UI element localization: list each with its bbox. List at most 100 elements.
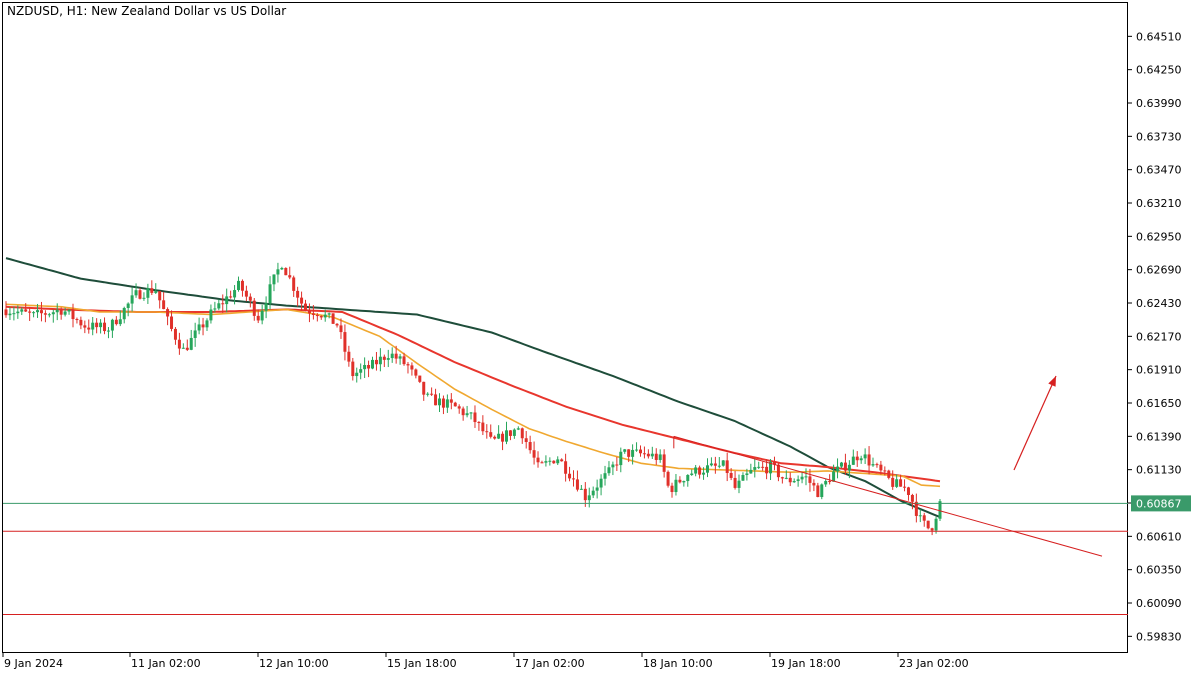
candle-body xyxy=(268,284,272,304)
candle-body xyxy=(528,442,532,451)
candle-body xyxy=(725,460,729,474)
candle-body xyxy=(280,267,284,270)
candle-body xyxy=(158,291,162,301)
candle-body xyxy=(63,311,67,315)
candle-body xyxy=(642,453,646,455)
candle-body xyxy=(729,473,733,478)
overlays xyxy=(3,375,1128,616)
candle-body xyxy=(859,458,863,461)
candle-body xyxy=(106,330,110,332)
candle-body xyxy=(784,477,788,479)
candle-body xyxy=(363,364,367,370)
candle-body xyxy=(607,467,611,474)
y-tick-label: 0.64510 xyxy=(1136,30,1182,43)
candle-body xyxy=(548,460,552,462)
candle-body xyxy=(323,314,327,318)
candle-body xyxy=(895,479,899,487)
candle-body xyxy=(331,313,335,324)
candle-body xyxy=(796,479,800,482)
candle-body xyxy=(87,327,91,330)
candle-body xyxy=(103,322,107,332)
candle-body xyxy=(769,461,773,474)
candle-body xyxy=(575,479,579,490)
candle-body xyxy=(339,325,343,333)
candle-body xyxy=(568,473,572,479)
candle-body xyxy=(556,459,560,464)
candle-body xyxy=(788,477,792,483)
candle-body xyxy=(122,307,126,320)
candle-body xyxy=(426,393,430,395)
candle-body xyxy=(564,461,568,474)
candle-body xyxy=(386,358,390,360)
candle-body xyxy=(737,480,741,488)
candle-body xyxy=(110,319,114,331)
candle-body xyxy=(292,277,296,291)
candle-body xyxy=(91,322,95,330)
candle-body xyxy=(887,470,891,478)
x-tick-label: 9 Jan 2024 xyxy=(4,657,63,670)
candle-body xyxy=(173,328,177,340)
candle-body xyxy=(79,319,83,326)
candle-body xyxy=(390,353,394,359)
y-tick-label: 0.60350 xyxy=(1136,564,1182,577)
candle-body xyxy=(780,477,784,479)
y-tick-label: 0.61130 xyxy=(1136,464,1182,477)
y-tick-label: 0.63210 xyxy=(1136,197,1182,210)
candle-body xyxy=(571,478,575,480)
candle-body xyxy=(304,303,308,311)
y-tick-label: 0.61650 xyxy=(1136,397,1182,410)
candle-body xyxy=(816,485,820,498)
candle-body xyxy=(154,291,158,293)
candle-body xyxy=(501,433,505,442)
candle-body xyxy=(493,436,497,439)
candle-body xyxy=(721,460,725,466)
candle-body xyxy=(197,324,201,331)
candle-body xyxy=(138,290,142,299)
candles xyxy=(4,262,942,536)
candle-body xyxy=(36,310,40,313)
candle-body xyxy=(367,364,371,369)
candle-body xyxy=(264,303,268,311)
candle-body xyxy=(434,394,438,406)
candle-body xyxy=(461,408,465,416)
y-tick-label: 0.60090 xyxy=(1136,597,1182,610)
candle-body xyxy=(579,488,583,490)
candle-body xyxy=(177,339,181,349)
candle-body xyxy=(753,467,757,470)
candle-body xyxy=(536,457,540,463)
candle-body xyxy=(414,369,418,376)
moving-average-line xyxy=(5,303,941,488)
candle-body xyxy=(114,319,118,325)
candle-body xyxy=(130,295,134,304)
y-tick-label: 0.64250 xyxy=(1136,64,1182,77)
candle-body xyxy=(441,398,445,408)
bullish-arrow-shaft[interactable] xyxy=(1013,375,1057,471)
candle-body xyxy=(678,479,682,483)
candle-body xyxy=(418,375,422,382)
moving-average-line xyxy=(5,257,941,519)
candle-body xyxy=(591,490,595,496)
candle-body xyxy=(327,313,331,315)
candle-body xyxy=(922,515,926,521)
candle-body xyxy=(276,269,280,275)
candle-body xyxy=(296,290,300,298)
candle-body xyxy=(583,488,587,501)
candle-body xyxy=(828,481,832,483)
candle-body xyxy=(615,464,619,466)
candle-body xyxy=(343,332,347,352)
candle-body xyxy=(205,320,209,328)
y-tick-label: 0.62170 xyxy=(1136,330,1182,343)
candle-body xyxy=(891,477,895,487)
candle-body xyxy=(836,466,840,472)
descending-trendline[interactable] xyxy=(673,435,1103,557)
candle-body xyxy=(256,315,260,321)
candle-body xyxy=(51,312,55,315)
candle-body xyxy=(485,431,489,433)
candle-body xyxy=(445,399,449,408)
candle-body xyxy=(910,494,914,502)
candle-body xyxy=(371,359,375,369)
y-tick-label: 0.63990 xyxy=(1136,97,1182,110)
candle-body xyxy=(406,364,410,366)
candle-body xyxy=(918,515,922,517)
